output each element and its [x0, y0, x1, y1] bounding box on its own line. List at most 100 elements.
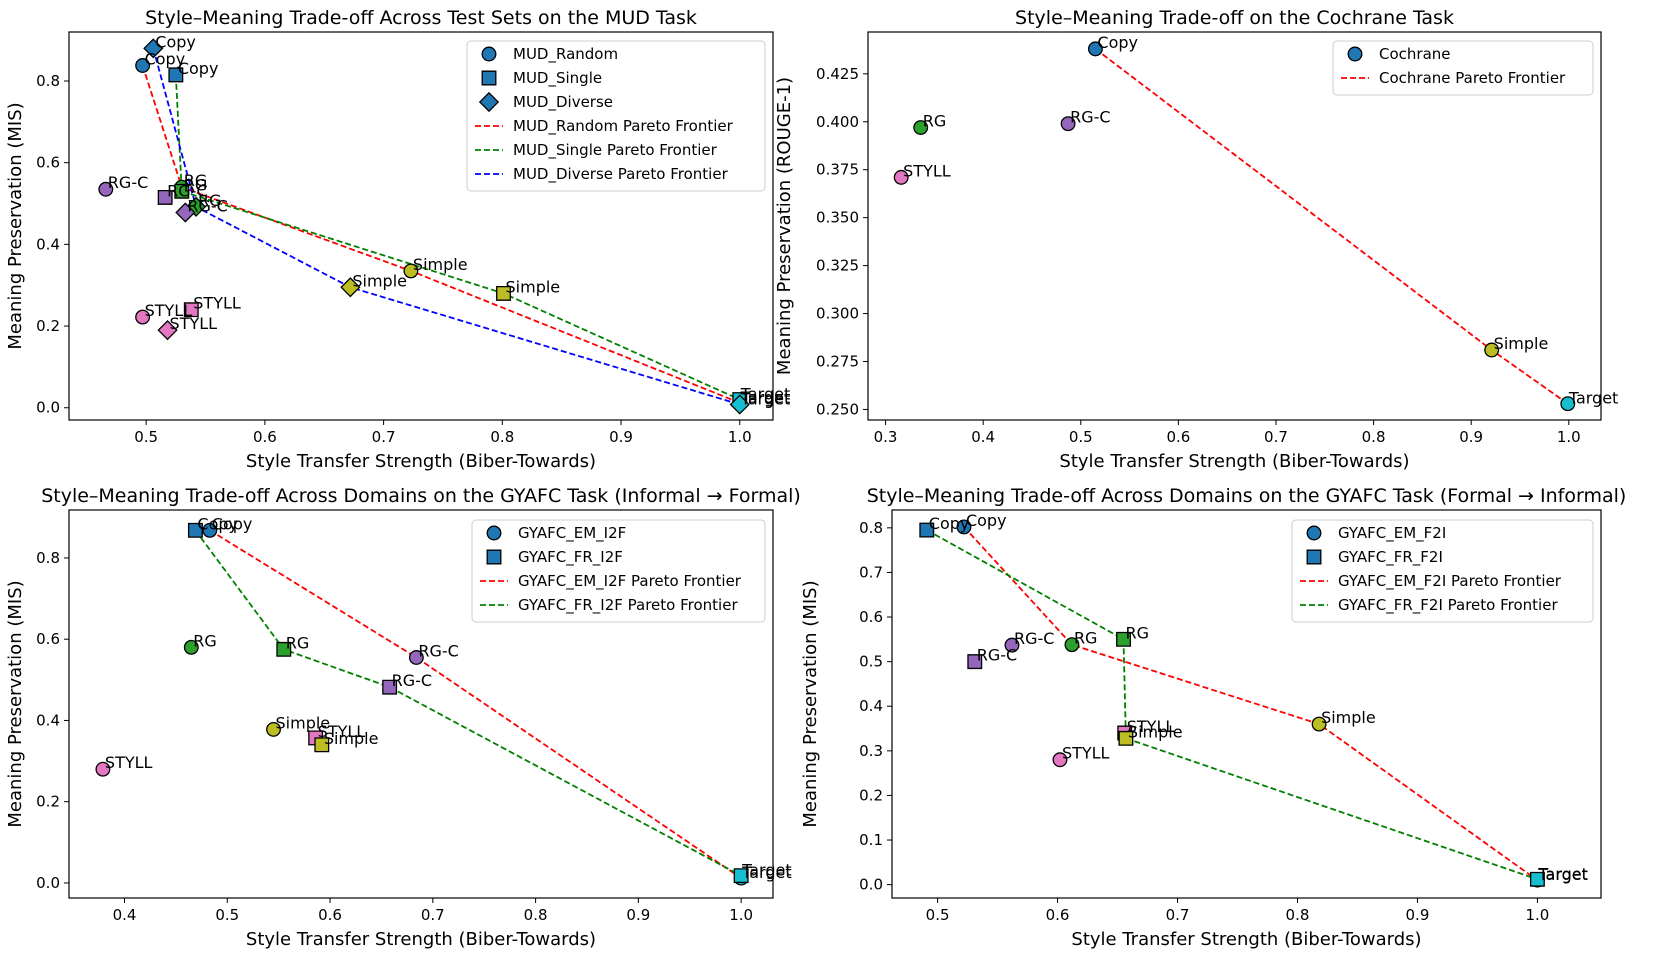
chart-title: Style–Meaning Trade-off Across Domains o…: [867, 485, 1627, 507]
x-tick-label: 0.6: [1166, 428, 1190, 446]
point-label: Copy: [178, 59, 219, 78]
legend-marker: [1306, 549, 1322, 565]
x-tick-label: 0.6: [1046, 906, 1070, 924]
plot-area: [95, 522, 749, 886]
y-axis-label: Meaning Preservation (ROUGE-1): [774, 77, 795, 375]
legend-label: GYAFC_FR_I2F: [518, 548, 623, 567]
data-point-styll: [893, 169, 909, 185]
point-label: RG-C: [187, 197, 227, 216]
point-label: STYLL: [105, 753, 153, 772]
legend-label: MUD_Diverse Pareto Frontier: [513, 165, 729, 184]
data-point-styll: [183, 302, 199, 318]
y-tick-label: 0.8: [36, 549, 60, 567]
legend-label: GYAFC_FR_F2I Pareto Frontier: [1338, 596, 1558, 615]
point-label: Copy: [929, 514, 970, 533]
y-tick-label: 0.375: [816, 161, 859, 179]
point-label: Copy: [155, 32, 196, 51]
chart-panel-2: Style–Meaning Trade-off on the Cochrane …: [774, 7, 1618, 472]
x-tick-label: 1.0: [729, 906, 753, 924]
point-label: STYLL: [170, 314, 218, 333]
y-tick-label: 0.300: [816, 305, 859, 323]
y-tick-label: 0.325: [816, 257, 859, 275]
point-label: Target: [741, 863, 792, 882]
data-point-rg-c: [98, 181, 114, 197]
x-axis-label: Style Transfer Strength (Biber-Towards): [246, 929, 596, 950]
legend-label: Cochrane Pareto Frontier: [1379, 69, 1566, 87]
point-label: Simple: [506, 277, 561, 296]
x-tick-label: 0.9: [626, 906, 650, 924]
x-tick-label: 0.3: [874, 428, 898, 446]
legend-label: MUD_Random: [513, 45, 618, 64]
data-point-rg-c: [175, 202, 196, 223]
legend-marker: [1306, 525, 1322, 541]
chart-title: Style–Meaning Trade-off Across Test Sets…: [145, 7, 697, 29]
legend-label: MUD_Single Pareto Frontier: [513, 141, 718, 160]
data-point-rg: [1064, 637, 1080, 653]
legend: Cochrane Cochrane Pareto Frontier: [1332, 40, 1594, 96]
point-label: STYLL: [145, 301, 193, 320]
data-point-simple: [1118, 730, 1134, 746]
x-tick-label: 0.8: [524, 906, 548, 924]
point-label: Target: [741, 861, 792, 880]
legend-label: GYAFC_EM_I2F: [518, 524, 626, 543]
x-tick-label: 1.0: [1557, 428, 1581, 446]
y-tick-label: 0.6: [36, 630, 60, 648]
point-label: STYLL: [903, 161, 951, 180]
x-tick-label: 1.0: [728, 428, 752, 446]
point-label: Copy: [966, 511, 1007, 530]
pareto-frontier-line: [963, 526, 1538, 881]
point-label: Simple: [413, 255, 468, 274]
point-label: RG: [1126, 623, 1150, 642]
x-tick-label: 0.7: [421, 906, 445, 924]
x-axis-label: Style Transfer Strength (Biber-Towards): [1071, 929, 1421, 950]
point-label: RG-C: [392, 671, 432, 690]
axes-frame: [68, 31, 774, 421]
x-tick-label: 0.8: [490, 428, 514, 446]
point-label: RG-C: [977, 646, 1017, 665]
data-point-rg: [183, 639, 199, 655]
data-point-copy: [1087, 41, 1103, 57]
legend-label: Cochrane: [1379, 45, 1451, 63]
x-tick-label: 0.7: [372, 428, 396, 446]
legend-box: [466, 40, 766, 192]
y-tick-label: 0.6: [36, 154, 60, 172]
x-tick-label: 0.9: [609, 428, 633, 446]
data-point-copy: [187, 522, 203, 538]
x-tick-label: 0.9: [1459, 428, 1483, 446]
point-label: Copy: [197, 514, 238, 533]
point-label: Simple: [1321, 708, 1376, 727]
point-label: RG: [1074, 629, 1098, 648]
legend-marker: [481, 70, 497, 86]
x-tick-label: 0.6: [318, 906, 342, 924]
data-point-simple: [1311, 716, 1327, 732]
legend-box: [1332, 40, 1594, 96]
data-point-copy: [202, 522, 218, 538]
legend-marker: [486, 549, 502, 565]
data-point-rg: [913, 120, 929, 135]
chart-panel-4: Style–Meaning Trade-off Across Domains o…: [800, 485, 1626, 950]
y-tick-label: 0.275: [816, 353, 859, 371]
x-tick-label: 0.8: [1286, 906, 1310, 924]
y-axis-label: Meaning Preservation (MIS): [5, 580, 26, 827]
legend-label: GYAFC_FR_I2F Pareto Frontier: [518, 596, 738, 615]
x-axis-label: Style Transfer Strength (Biber-Towards): [246, 451, 596, 472]
data-point-simple: [403, 263, 419, 279]
y-tick-label: 0.4: [36, 711, 60, 729]
pareto-frontier-line: [174, 74, 741, 401]
point-label: RG: [923, 112, 947, 131]
legend-label: MUD_Random Pareto Frontier: [513, 117, 734, 136]
data-point-simple: [496, 285, 511, 301]
data-point-styll: [135, 309, 151, 325]
x-tick-label: 0.5: [1069, 428, 1093, 446]
point-label: Copy: [212, 514, 253, 533]
data-point-rg-c: [382, 679, 398, 695]
point-label: RG: [184, 175, 208, 194]
y-tick-label: 0.250: [816, 400, 859, 418]
point-label: STYLL: [1062, 744, 1110, 763]
y-tick-label: 0.425: [816, 65, 859, 83]
x-tick-label: 0.5: [215, 906, 239, 924]
legend-label: GYAFC_FR_F2I: [1338, 548, 1443, 567]
data-point-copy: [143, 38, 164, 59]
data-point-styll: [1052, 752, 1068, 768]
point-label: RG-C: [1014, 629, 1054, 648]
